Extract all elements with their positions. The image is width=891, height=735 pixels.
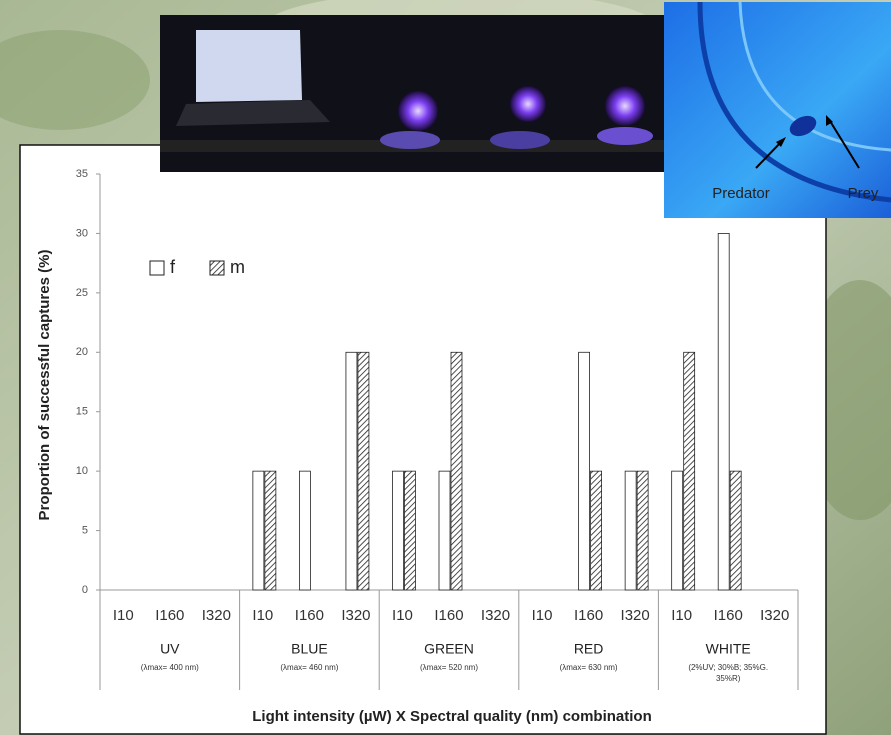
arena xyxy=(398,91,438,131)
y-tick-label: 5 xyxy=(82,524,88,536)
x-tick-label: I320 xyxy=(202,607,231,624)
bar xyxy=(265,471,276,590)
x-tick-label: I160 xyxy=(434,607,463,624)
annotation: Predator xyxy=(712,185,770,202)
light-base xyxy=(597,127,653,145)
bar xyxy=(451,352,462,590)
group-label: BLUE xyxy=(291,641,328,657)
bar xyxy=(392,471,403,590)
group-label: GREEN xyxy=(424,641,474,657)
bar xyxy=(579,352,590,590)
x-tick-label: I320 xyxy=(341,607,370,624)
x-tick-label: I10 xyxy=(113,607,134,624)
group-label: RED xyxy=(574,641,604,657)
laptop-base xyxy=(176,100,330,126)
legend-swatch xyxy=(210,261,224,275)
legend-label: m xyxy=(230,257,245,277)
x-tick-label: I320 xyxy=(481,607,510,624)
bar xyxy=(299,471,310,590)
bar xyxy=(358,352,369,590)
bar xyxy=(346,352,357,590)
arena xyxy=(605,86,645,126)
bar xyxy=(637,471,648,590)
x-tick-label: I10 xyxy=(671,607,692,624)
laptop-screen xyxy=(196,30,302,102)
group-sublabel: (λmax= 400 nm) xyxy=(141,663,199,672)
bar xyxy=(439,471,450,590)
x-tick-label: I10 xyxy=(252,607,273,624)
bar xyxy=(253,471,264,590)
y-tick-label: 30 xyxy=(76,227,88,239)
group-sublabel: 35%R) xyxy=(716,674,741,683)
page: Predator Prey Proportion of successful c… xyxy=(0,0,891,735)
lab-photo xyxy=(160,15,668,172)
x-tick-label: I160 xyxy=(295,607,324,624)
x-tick-label: I160 xyxy=(155,607,184,624)
x-tick-label: I10 xyxy=(392,607,413,624)
bar xyxy=(684,352,695,590)
y-axis-title: Proportion of successful captures (%) xyxy=(36,250,53,521)
group-label: WHITE xyxy=(706,641,751,657)
x-tick-label: I160 xyxy=(574,607,603,624)
group-sublabel: (λmax= 630 nm) xyxy=(560,663,618,672)
light-base xyxy=(380,131,440,149)
group-sublabel: (λmax= 460 nm) xyxy=(280,663,338,672)
y-tick-label: 10 xyxy=(76,465,88,477)
bar xyxy=(591,471,602,590)
legend-swatch xyxy=(150,261,164,275)
bar xyxy=(625,471,636,590)
y-tick-label: 25 xyxy=(76,287,88,299)
y-tick-label: 15 xyxy=(76,406,88,418)
y-tick-label: 20 xyxy=(76,346,88,358)
bar xyxy=(730,471,741,590)
light-base xyxy=(490,131,550,149)
x-tick-label: I10 xyxy=(532,607,553,624)
x-tick-label: I320 xyxy=(621,607,650,624)
x-axis-title: Light intensity (µW) X Spectral quality … xyxy=(252,708,652,725)
x-tick-label: I160 xyxy=(714,607,743,624)
inset-photo: Predator Prey xyxy=(664,2,891,218)
group-sublabel: (λmax= 520 nm) xyxy=(420,663,478,672)
group-sublabel: (2%UV; 30%B; 35%G. xyxy=(688,663,768,672)
y-tick-label: 0 xyxy=(82,584,88,596)
bar xyxy=(718,233,729,590)
x-tick-label: I320 xyxy=(760,607,789,624)
bar xyxy=(672,471,683,590)
arena xyxy=(510,86,546,122)
group-label: UV xyxy=(160,641,180,657)
annotation: Prey xyxy=(848,185,879,202)
bar xyxy=(404,471,415,590)
y-tick-label: 35 xyxy=(76,168,88,180)
